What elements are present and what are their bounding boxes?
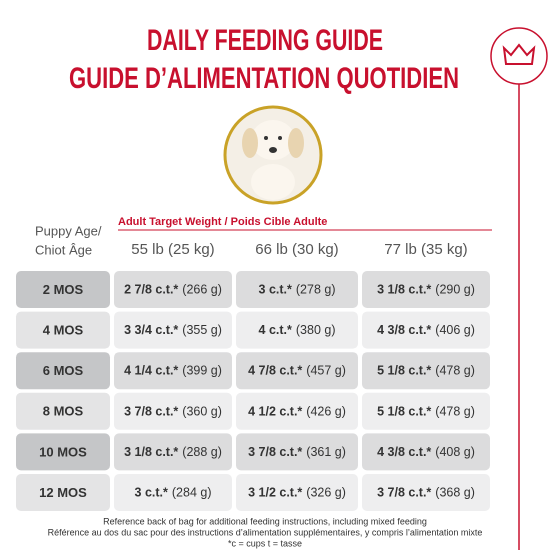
cell-grams: (368 g): [435, 486, 475, 500]
cell-text: 3 1/8 c.t.* (290 g): [377, 283, 475, 297]
cell-text: 4 3/8 c.t.* (408 g): [377, 445, 475, 459]
age-label: 12 MOS: [39, 485, 87, 500]
puppy-image: [223, 105, 323, 205]
cell-grams: (284 g): [172, 486, 212, 500]
title-en: DAILY FEEDING GUIDE: [147, 24, 383, 57]
age-header: Chiot Âge: [35, 242, 92, 257]
cell-text: 2 7/8 c.t.* (266 g): [124, 283, 222, 297]
data-cell: [236, 311, 358, 349]
data-cell: [114, 311, 232, 349]
data-cell: [236, 352, 358, 390]
cell-grams: (326 g): [306, 486, 346, 500]
cell-cups: 4 3/8 c.t.*: [377, 445, 431, 459]
cell-cups: 4 1/4 c.t.*: [124, 364, 178, 378]
data-cell: [114, 433, 232, 471]
data-cell: [114, 392, 232, 430]
data-cell: [114, 271, 232, 308]
cell-cups: 3 7/8 c.t.*: [124, 405, 178, 419]
data-cell: [362, 311, 490, 349]
cell-cups: 3 c.t.*: [135, 486, 168, 500]
cell-cups: 3 1/8 c.t.*: [124, 445, 178, 459]
cell-grams: (426 g): [306, 405, 346, 419]
cell-cups: 4 c.t.*: [259, 323, 292, 337]
data-cell: [362, 271, 490, 308]
data-cell: [236, 433, 358, 471]
cell-cups: 3 3/4 c.t.*: [124, 323, 178, 337]
age-cell: [16, 474, 110, 511]
cell-grams: (399 g): [182, 364, 222, 378]
age-cell: [16, 271, 110, 308]
cell-grams: (266 g): [182, 283, 222, 297]
cell-cups: 2 7/8 c.t.*: [124, 283, 178, 297]
cell-text: 5 1/8 c.t.* (478 g): [377, 364, 475, 378]
cell-grams: (360 g): [182, 405, 222, 419]
cell-cups: 4 1/2 c.t.*: [248, 405, 302, 419]
cell-grams: (457 g): [306, 364, 346, 378]
age-label: 4 MOS: [43, 323, 84, 338]
cell-cups: 4 7/8 c.t.*: [248, 364, 302, 378]
data-cell: [362, 474, 490, 511]
cell-grams: (478 g): [435, 405, 475, 419]
brand-logo: [490, 27, 548, 85]
footnote: Référence au dos du sac pour des instruc…: [48, 527, 483, 537]
cell-text: 3 c.t.* (284 g): [135, 486, 212, 500]
cell-cups: 3 1/2 c.t.*: [248, 486, 302, 500]
age-header: Puppy Age/: [35, 223, 102, 238]
age-cell: [16, 352, 110, 390]
cell-grams: (478 g): [435, 364, 475, 378]
data-cell: [236, 474, 358, 511]
age-label: 2 MOS: [43, 282, 84, 297]
age-cell: [16, 433, 110, 471]
cell-text: 5 1/8 c.t.* (478 g): [377, 405, 475, 419]
cell-grams: (355 g): [182, 323, 222, 337]
cell-text: 3 1/2 c.t.* (326 g): [248, 486, 346, 500]
cell-grams: (361 g): [306, 445, 346, 459]
cell-cups: 3 c.t.*: [259, 283, 292, 297]
cell-grams: (408 g): [435, 445, 475, 459]
column-header: 66 lb (30 kg): [255, 241, 338, 258]
cell-text: 3 1/8 c.t.* (288 g): [124, 445, 222, 459]
cell-text: 3 3/4 c.t.* (355 g): [124, 323, 222, 337]
cell-text: 4 c.t.* (380 g): [259, 323, 336, 337]
age-label: 10 MOS: [39, 444, 87, 459]
data-cell: [236, 392, 358, 430]
cell-text: 4 1/2 c.t.* (426 g): [248, 405, 346, 419]
cell-text: 3 c.t.* (278 g): [259, 283, 336, 297]
cell-text: 4 1/4 c.t.* (399 g): [124, 364, 222, 378]
age-cell: [16, 392, 110, 430]
cell-text: 3 7/8 c.t.* (360 g): [124, 405, 222, 419]
cell-grams: (406 g): [435, 323, 475, 337]
data-cell: [362, 392, 490, 430]
cell-grams: (290 g): [435, 283, 475, 297]
cell-text: 3 7/8 c.t.* (368 g): [377, 486, 475, 500]
cell-text: 3 7/8 c.t.* (361 g): [248, 445, 346, 459]
cell-grams: (288 g): [182, 445, 222, 459]
cell-text: 4 3/8 c.t.* (406 g): [377, 323, 475, 337]
cell-cups: 3 7/8 c.t.*: [248, 445, 302, 459]
cell-cups: 5 1/8 c.t.*: [377, 405, 431, 419]
age-label: 6 MOS: [43, 363, 84, 378]
cell-cups: 5 1/8 c.t.*: [377, 364, 431, 378]
title-fr: GUIDE D’ALIMENTATION QUOTIDIEN: [69, 62, 459, 95]
data-cell: [362, 433, 490, 471]
footnote: *c = cups t = tasse: [228, 538, 302, 548]
data-cell: [362, 352, 490, 390]
cell-cups: 3 1/8 c.t.*: [377, 283, 431, 297]
data-cell: [236, 271, 358, 308]
cell-text: 4 7/8 c.t.* (457 g): [248, 364, 346, 378]
column-header: 77 lb (35 kg): [384, 241, 467, 258]
age-cell: [16, 311, 110, 349]
cell-grams: (380 g): [296, 323, 336, 337]
age-label: 8 MOS: [43, 404, 84, 419]
cell-grams: (278 g): [296, 283, 336, 297]
data-cell: [114, 352, 232, 390]
column-header: 55 lb (25 kg): [131, 241, 214, 258]
footnote: Reference back of bag for additional fee…: [103, 516, 427, 526]
weight-header: Adult Target Weight / Poids Cible Adulte: [118, 216, 327, 228]
cell-cups: 3 7/8 c.t.*: [377, 486, 431, 500]
data-cell: [114, 474, 232, 511]
cell-cups: 4 3/8 c.t.*: [377, 323, 431, 337]
